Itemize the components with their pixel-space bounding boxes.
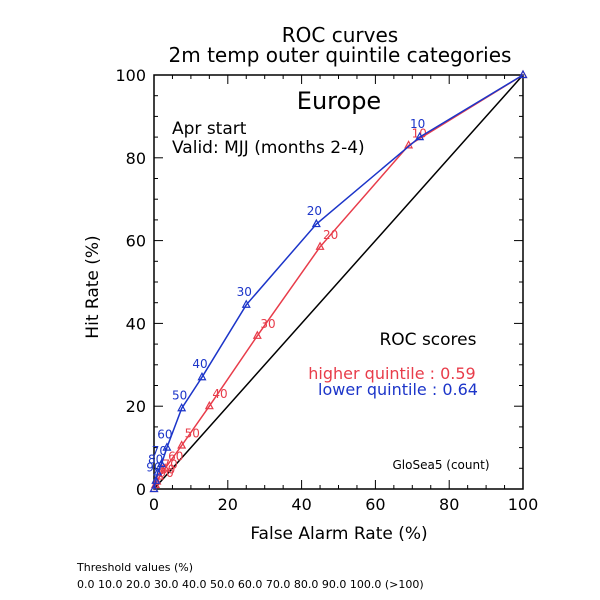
- series-point: [241, 299, 251, 308]
- series-point: [177, 403, 187, 412]
- x-axis-label: False Alarm Rate (%): [250, 524, 427, 544]
- score-lower-quintile: lower quintile : 0.64: [318, 380, 478, 399]
- y-axis-label: Hit Rate (%): [83, 235, 103, 338]
- threshold-values: 0.0 10.0 20.0 30.0 40.0 50.0 60.0 70.0 8…: [77, 578, 424, 591]
- series-point: [252, 330, 262, 339]
- y-tick-label: 20: [126, 397, 146, 416]
- info-line-2: Valid: MJJ (months 2-4): [172, 138, 365, 158]
- series-point: [197, 371, 207, 381]
- point-threshold-label: 60: [168, 449, 183, 463]
- x-tick-label: 20: [218, 495, 238, 514]
- series-point: [518, 69, 528, 79]
- point-threshold-label: 30: [260, 317, 275, 331]
- y-tick-label: 80: [126, 149, 146, 168]
- point-threshold-label: 50: [172, 388, 187, 402]
- series-point: [160, 463, 170, 472]
- point-threshold-label: 20: [307, 204, 322, 218]
- series-point: [177, 440, 187, 449]
- point-threshold-label: 90: [146, 461, 161, 475]
- y-tick-label: 100: [115, 66, 146, 85]
- series-point: [153, 467, 163, 476]
- roc-scores-title: ROC scores: [379, 330, 476, 350]
- point-threshold-label: 80: [148, 452, 163, 466]
- y-tick-label: 40: [126, 314, 146, 333]
- x-tick-label: 100: [508, 495, 539, 514]
- x-tick-label: 0: [149, 495, 159, 514]
- x-tick-label: 80: [439, 495, 459, 514]
- x-tick-label: 60: [365, 495, 385, 514]
- point-threshold-label: 10: [410, 117, 425, 131]
- series-point: [311, 218, 321, 228]
- series-point: [162, 442, 172, 451]
- series-point: [204, 400, 214, 410]
- series-point: [155, 471, 165, 480]
- y-tick-label: 60: [126, 232, 146, 251]
- x-tick-label: 40: [291, 495, 311, 514]
- point-threshold-label: 30: [237, 285, 252, 299]
- point-threshold-label: 20: [323, 228, 338, 242]
- series-point: [315, 241, 325, 250]
- point-threshold-label: 40: [212, 387, 227, 401]
- threshold-title: Threshold values (%): [76, 561, 193, 574]
- chart-subtitle: 2m temp outer quintile categories: [169, 43, 512, 67]
- model-label: GloSea5 (count): [393, 458, 490, 472]
- info-line-1: Apr start: [172, 119, 247, 139]
- region-label: Europe: [297, 87, 381, 115]
- y-tick-label: 0: [136, 480, 146, 499]
- series-point: [151, 475, 161, 484]
- point-threshold-label: 80: [160, 463, 175, 477]
- point-threshold-label: 50: [185, 427, 200, 441]
- score-higher-quintile: higher quintile : 0.59: [308, 364, 475, 383]
- point-threshold-label: 60: [157, 428, 172, 442]
- point-threshold-label: 90: [158, 466, 173, 480]
- series-point: [149, 483, 159, 493]
- series-point: [156, 458, 166, 468]
- point-threshold-label: 40: [192, 357, 207, 371]
- point-threshold-label: 70: [163, 458, 178, 472]
- no-skill-diagonal: [153, 74, 524, 490]
- point-threshold-label: 70: [152, 444, 167, 458]
- chart-title: ROC curves: [282, 23, 398, 47]
- series-point: [415, 131, 425, 141]
